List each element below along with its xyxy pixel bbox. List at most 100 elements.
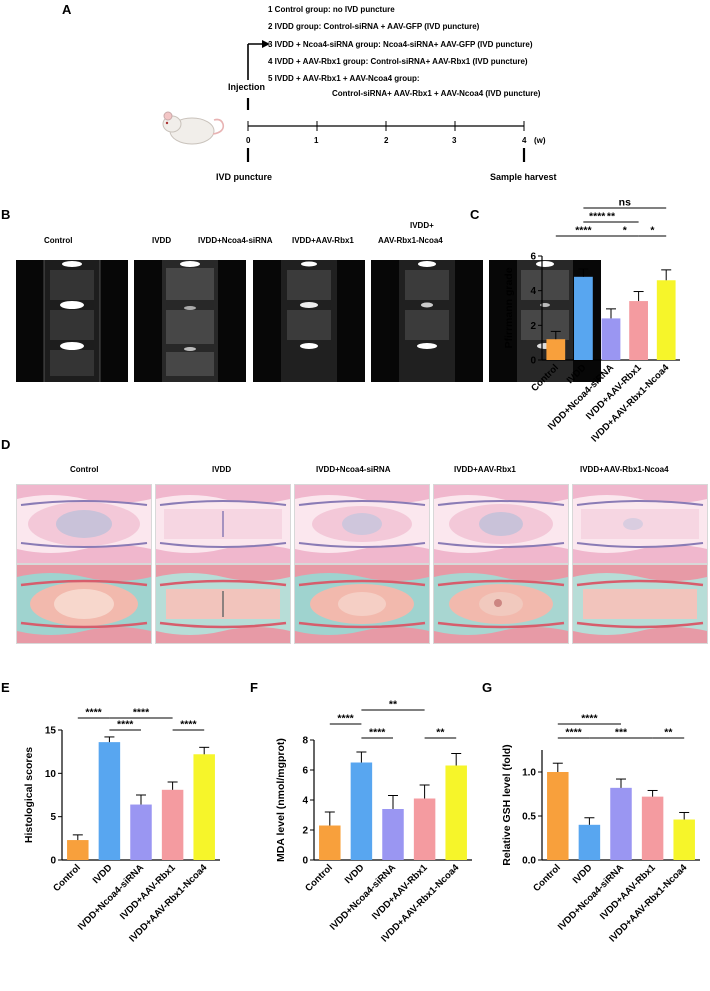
histo-title-rbx1: IVDD+AAV-Rbx1 [454,465,516,474]
bar-ivdd-aav-rbx1 [413,798,436,860]
bar-ivdd-aav-rbx1-ncoa4 [656,280,676,360]
bar-ivdd-ncoa4-sirna [382,809,404,860]
timeline-tick-0: 0 [246,136,251,145]
significance-label: **** [575,225,592,237]
significance-label: **** [369,727,386,739]
significance-label: **** [589,211,606,223]
so-image-rbx1 [433,564,569,644]
significance-label: **** [133,707,150,719]
y-tick-label: 0 [302,856,308,867]
group-2-text: 2 IVDD group: Control-siRNA + AAV-GFP (I… [268,22,480,31]
group-1-text: 1 Control group: no IVD puncture [268,5,395,14]
bar-ivdd-aav-rbx1 [161,789,184,860]
mri-title-control: Control [44,236,73,245]
bar-ivdd-aav-rbx1-ncoa4 [445,765,467,860]
mri-title-rbx1-ncoa4-line1: IVDD+ [410,221,434,230]
bar-control [547,772,569,860]
x-tick-label-ivdd-aav-rbx1: IVDD+AAV-Rbx1 [598,862,658,922]
y-axis-label: MDA level (nmol/mgprot) [275,738,287,862]
timeline-diagram [162,40,526,162]
significance-label: *** [615,727,628,739]
mri-image-rbx1 [371,260,483,382]
panel-label-b: B [1,207,11,222]
bar-ivdd-aav-rbx1 [629,301,648,360]
y-axis-label: Histological scores [23,747,35,843]
y-tick-label: 15 [45,726,57,737]
mouse-icon [162,111,225,145]
significance-label: ** [607,211,616,223]
mri-title-ivdd: IVDD [152,236,172,245]
x-tick-label-ivdd: IVDD [343,862,367,886]
histo-title-rbx1-ncoa4: IVDD+AAV-Rbx1-Ncoa4 [580,465,669,474]
histo-title-ncoa4-sirna: IVDD+Ncoa4-siRNA [316,465,391,474]
y-tick-label: 2 [302,826,308,837]
arrowhead-icon [262,40,270,48]
bar-ivdd [350,762,373,860]
he-image-ivdd [155,484,291,564]
bar-ivdd-aav-rbx1 [641,796,664,860]
significance-label: **** [180,719,197,731]
mri-title-rbx1: IVDD+AAV-Rbx1 [292,236,354,245]
significance-label: **** [117,719,134,731]
significance-label: **** [581,713,598,725]
he-image-rbx1 [433,484,569,564]
histo-title-ivdd: IVDD [212,465,232,474]
ivd-puncture-label: IVD puncture [216,172,273,182]
group-4-text: 4 IVDD + AAV-Rbx1 group: Control-siRNA+ … [268,57,528,66]
x-tick-label-control: Control [303,862,335,894]
so-image-ivdd [155,564,291,644]
y-tick-label: 4 [530,286,536,297]
x-tick-label-control: Control [529,362,561,394]
histo-title-control: Control [70,465,99,474]
bar-control [67,840,89,860]
significance-label: * [650,225,655,237]
bar-control [546,339,566,360]
bar-ivdd [98,742,121,860]
he-image-ncoa4-sirna [294,484,430,564]
timeline-tick-3: 3 [452,136,457,145]
significance-label: **** [565,727,582,739]
significance-label: ** [436,727,445,739]
y-tick-label: 1.0 [522,768,536,779]
significance-label: * [623,225,628,237]
chart-g-gsh: 0.0 0.5 1.0 Relative GSH level (fold) Contro… [501,713,700,944]
y-tick-label: 6 [530,252,536,263]
so-image-rbx1-ncoa4 [572,564,708,644]
y-tick-label: 0.5 [522,812,536,823]
panel-label-f: F [250,680,258,695]
bar-ivdd-aav-rbx1-ncoa4 [673,819,695,860]
y-axis-label: Pfirrmann grade [503,267,515,348]
y-tick-label: 0.0 [522,856,536,867]
injection-label: Injection [228,82,266,92]
significance-label: **** [337,713,354,725]
x-tick-label-ivdd-aav-rbx1: IVDD+AAV-Rbx1 [118,862,178,922]
mri-image-ivdd [134,260,246,382]
so-image-ncoa4-sirna [294,564,430,644]
bar-ivdd-aav-rbx1-ncoa4 [193,754,215,860]
bar-ivdd [574,276,593,360]
panel-label-g: G [482,680,493,695]
chart-f-mda: 0 2 4 6 8 MDA level (nmol/mgprot) Control IVDDI… [275,700,472,944]
timeline-tick-1: 1 [314,136,319,145]
y-tick-label: 5 [50,812,56,823]
significance-label: ** [664,727,673,739]
timeline-tick-2: 2 [384,136,389,145]
mri-image-control [16,260,128,382]
x-tick-label-ivdd-aav-rbx1: IVDD+AAV-Rbx1 [370,862,430,922]
bar-ivdd-ncoa4-sirna [610,787,632,860]
he-image-control [16,484,152,564]
panel-label-d: D [1,437,11,452]
x-tick-label-ivdd: IVDD [571,862,595,886]
timeline-unit: (w) [534,136,546,145]
y-tick-label: 0 [50,856,56,867]
bar-ivdd-ncoa4-sirna [130,804,152,860]
y-tick-label: 6 [302,766,308,777]
sample-harvest-label: Sample harvest [490,172,557,182]
y-tick-label: 10 [45,769,57,780]
significance-label: ** [389,700,398,711]
group-3-text: 3 IVDD + Ncoa4-siRNA group: Ncoa4-siRNA+… [268,40,533,49]
y-tick-label: 4 [302,796,308,807]
he-image-rbx1-ncoa4 [572,484,708,564]
bar-control [319,825,341,860]
mri-title-rbx1-ncoa4-line2: AAV-Rbx1-Ncoa4 [378,236,443,245]
